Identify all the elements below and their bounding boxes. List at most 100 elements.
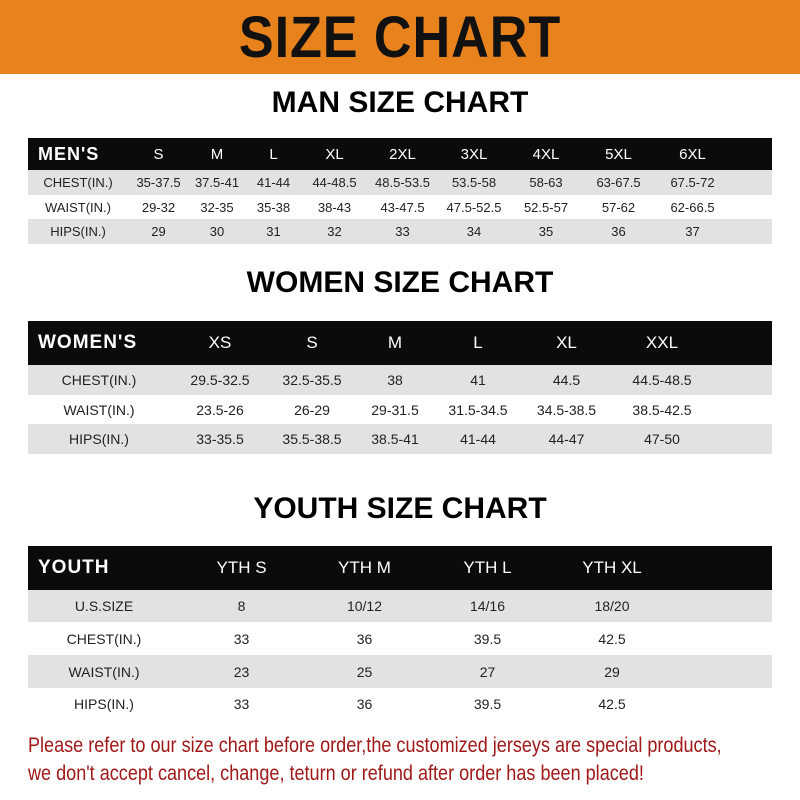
table-corner-label: MEN'S bbox=[38, 143, 100, 164]
size-value: 67.5-72 bbox=[670, 175, 715, 190]
size-value: 29-32 bbox=[141, 199, 176, 215]
size-value: 26-29 bbox=[294, 401, 330, 418]
size-value: 29-31.5 bbox=[371, 401, 419, 418]
size-value: 23.5-26 bbox=[196, 401, 244, 418]
size-value: 62-66.5 bbox=[670, 199, 715, 215]
size-header: XL bbox=[325, 145, 344, 163]
size-value: 31 bbox=[266, 224, 281, 239]
size-value: 33 bbox=[233, 696, 250, 712]
table-header-row: WOMEN'S XS S M L XL XXL bbox=[28, 321, 772, 365]
men-section-title: MAN SIZE CHART bbox=[271, 86, 529, 119]
size-value: 34 bbox=[466, 224, 482, 239]
table-row: WAIST(IN.) 23.5-26 26-29 29-31.5 31.5-34.5 34… bbox=[28, 395, 772, 424]
row-label: CHEST(IN.) bbox=[66, 630, 142, 647]
size-value: 44.5 bbox=[552, 372, 581, 388]
youth-size-table: YOUTH YTH S YTH M YTH L YTH XL U.S.SIZE 8 10/12… bbox=[28, 546, 772, 720]
size-value: 53.5-58 bbox=[451, 175, 497, 190]
size-value: 57-62 bbox=[601, 199, 636, 215]
size-value: 34.5-38.5 bbox=[536, 401, 597, 418]
size-header: 3XL bbox=[460, 145, 488, 163]
table-corner-label: YOUTH bbox=[38, 557, 110, 578]
size-value: 42.5 bbox=[598, 630, 626, 647]
table-row: CHEST(IN.) 33 36 39.5 42.5 bbox=[28, 622, 772, 655]
table-header-row: YOUTH YTH S YTH M YTH L YTH XL bbox=[28, 546, 772, 590]
row-label: WAIST(IN.) bbox=[68, 663, 140, 680]
size-value: 33 bbox=[233, 630, 250, 647]
table-row: CHEST(IN.) 29.5-32.5 32.5-35.5 38 41 44.5 44.5… bbox=[28, 365, 772, 395]
size-value: 10/12 bbox=[346, 598, 383, 614]
size-value: 41 bbox=[470, 372, 486, 388]
size-value: 42.5 bbox=[598, 696, 626, 712]
size-header: 6XL bbox=[679, 145, 706, 163]
table-row: HIPS(IN.) 33 36 39.5 42.5 bbox=[28, 688, 772, 720]
size-header: XS bbox=[208, 333, 232, 352]
size-value: 23 bbox=[233, 663, 250, 680]
size-value: 30 bbox=[209, 224, 225, 239]
table-header-row: MEN'S S M L XL 2XL 3XL 4XL 5XL 6XL bbox=[28, 138, 772, 170]
men-size-table: MEN'S S M L XL 2XL 3XL 4XL 5XL 6XL CHEST(IN.) 35-37… bbox=[28, 138, 772, 244]
size-value: 8 bbox=[237, 598, 246, 614]
size-value: 44.5-48.5 bbox=[632, 372, 692, 388]
table-row: WAIST(IN.) 23 25 27 29 bbox=[28, 655, 772, 688]
size-value: 38.5-42.5 bbox=[632, 401, 692, 418]
size-value: 29 bbox=[604, 663, 620, 680]
banner-title: SIZE CHART bbox=[238, 5, 562, 70]
size-value: 43-47.5 bbox=[380, 199, 425, 215]
youth-section-title: YOUTH SIZE CHART bbox=[253, 492, 547, 525]
size-value: 33 bbox=[395, 224, 410, 239]
size-value: 39.5 bbox=[473, 696, 502, 712]
footer-notice-line-2: we don't accept cancel, change, teturn o… bbox=[28, 762, 644, 785]
size-value: 14/16 bbox=[469, 598, 506, 614]
size-value: 35-37.5 bbox=[136, 175, 181, 190]
size-value: 44-47 bbox=[548, 431, 585, 447]
size-value: 47-50 bbox=[644, 431, 680, 447]
table-row: HIPS(IN.) 29 30 31 32 33 34 35 36 37 bbox=[28, 219, 772, 244]
size-header: 4XL bbox=[532, 145, 560, 163]
size-value: 63-67.5 bbox=[596, 175, 641, 190]
size-value: 41-44 bbox=[460, 431, 496, 447]
size-value: 25 bbox=[356, 663, 373, 680]
women-size-table: WOMEN'S XS S M L XL XXL CHEST(IN.) 29.5-32.5 32.5… bbox=[28, 321, 772, 454]
size-value: 27 bbox=[479, 663, 496, 680]
size-header: M bbox=[210, 145, 224, 163]
table-row: U.S.SIZE 8 10/12 14/16 18/20 bbox=[28, 590, 772, 622]
size-value: 36 bbox=[611, 224, 626, 239]
size-value: 48.5-53.5 bbox=[375, 175, 430, 190]
size-header: 5XL bbox=[605, 145, 632, 163]
table-row: CHEST(IN.) 35-37.5 37.5-41 41-44 44-48.5 48.5… bbox=[28, 170, 772, 195]
size-header: L bbox=[473, 333, 483, 352]
size-value: 31.5-34.5 bbox=[448, 401, 508, 418]
size-header: YTH M bbox=[338, 558, 391, 577]
size-header: YTH S bbox=[216, 558, 267, 577]
women-section-title: WOMEN SIZE CHART bbox=[246, 266, 554, 299]
size-value: 35-38 bbox=[256, 199, 291, 215]
footer-notice-line-1: Please refer to our size chart before or… bbox=[28, 734, 722, 757]
row-label: HIPS(IN.) bbox=[74, 696, 134, 712]
size-chart-banner: SIZE CHART bbox=[0, 0, 800, 74]
size-header: S bbox=[153, 145, 164, 163]
size-value: 38-43 bbox=[317, 199, 352, 215]
size-value: 32.5-35.5 bbox=[282, 372, 342, 388]
size-value: 58-63 bbox=[529, 175, 563, 190]
size-value: 44-48.5 bbox=[312, 175, 357, 190]
size-value: 36 bbox=[356, 696, 373, 712]
size-value: 36 bbox=[356, 630, 373, 647]
size-value: 41-44 bbox=[256, 175, 291, 190]
row-label: CHEST(IN.) bbox=[61, 372, 137, 388]
size-value: 33-35.5 bbox=[196, 431, 244, 447]
row-label: U.S.SIZE bbox=[74, 598, 134, 614]
size-value: 32-35 bbox=[200, 199, 234, 215]
row-label: WAIST(IN.) bbox=[63, 401, 135, 418]
table-row: HIPS(IN.) 33-35.5 35.5-38.5 38.5-41 41-44 44-… bbox=[28, 424, 772, 454]
size-value: 52.5-57 bbox=[523, 199, 569, 215]
size-value: 38 bbox=[387, 372, 403, 388]
size-value: 37 bbox=[685, 224, 700, 239]
size-value: 32 bbox=[327, 224, 342, 239]
row-label: HIPS(IN.) bbox=[50, 224, 106, 239]
size-value: 29 bbox=[151, 224, 166, 239]
size-header: YTH XL bbox=[582, 558, 642, 577]
size-header: XXL bbox=[645, 333, 679, 352]
size-value: 39.5 bbox=[473, 630, 502, 647]
size-value: 35 bbox=[538, 224, 554, 239]
size-header: L bbox=[269, 145, 278, 163]
